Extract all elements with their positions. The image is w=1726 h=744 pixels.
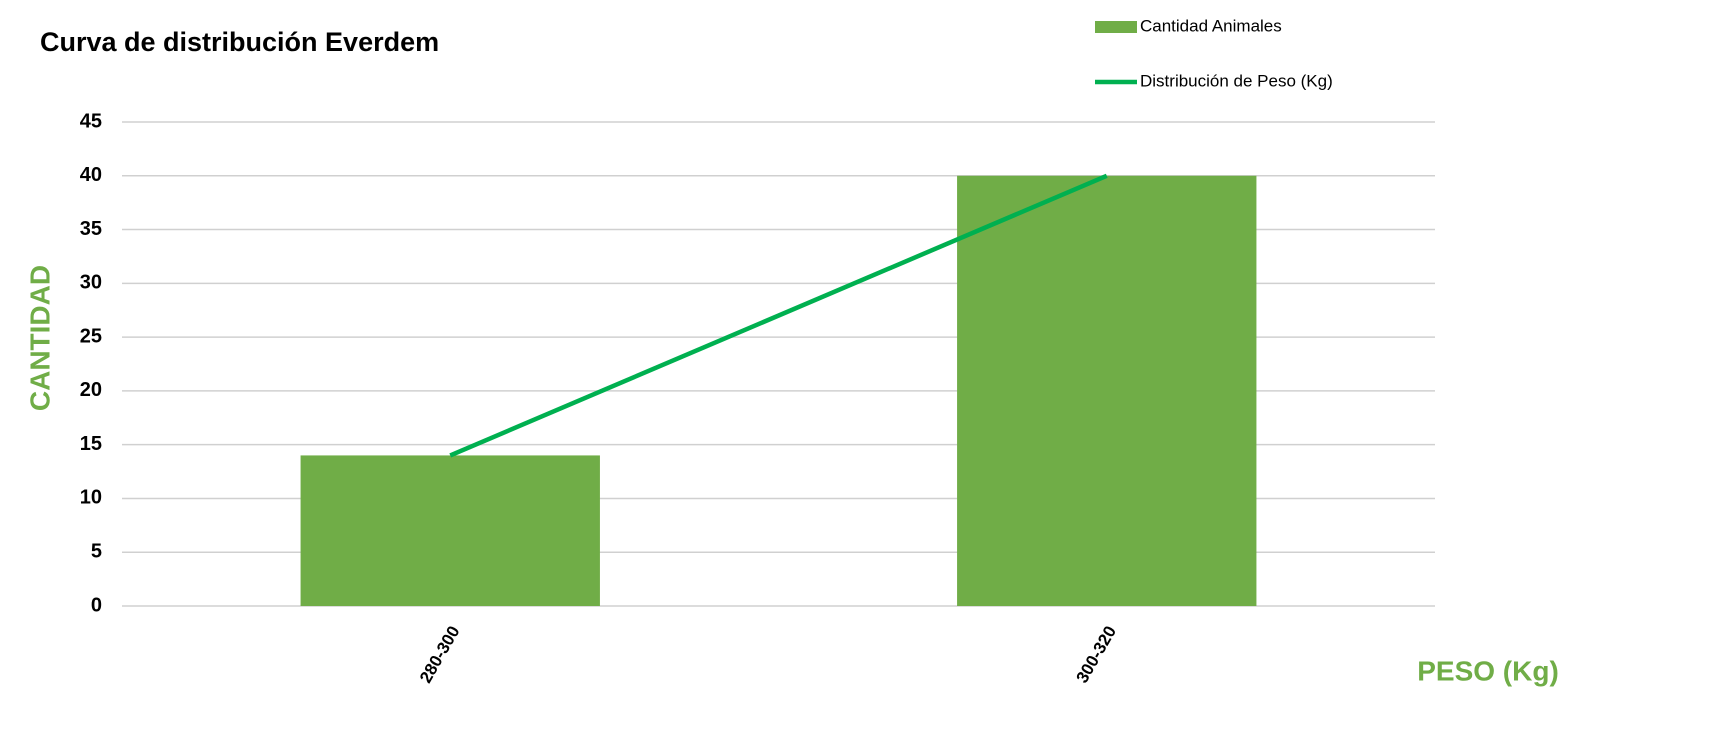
y-axis-label: CANTIDAD (24, 265, 55, 411)
line (449, 173, 1108, 458)
x-axis-label: PESO (Kg) (1417, 655, 1559, 686)
chart-title: Curva de distribución Everdem (40, 27, 439, 57)
x-tick-label: 280-300 (416, 623, 464, 687)
x-tick-label: 300-320 (1072, 623, 1120, 687)
legend-swatch (1095, 21, 1137, 33)
y-tick-label: 10 (80, 487, 102, 509)
y-tick-label: 45 (80, 110, 102, 132)
legend-label: Cantidad Animales (1140, 16, 1282, 35)
y-tick-label: 30 (80, 272, 102, 294)
bar (957, 175, 1257, 606)
y-tick-label: 15 (80, 433, 102, 455)
y-tick-label: 20 (80, 379, 102, 401)
bar (300, 455, 600, 606)
y-tick-label: 0 (91, 594, 102, 616)
y-tick-label: 25 (80, 325, 102, 347)
y-tick-label: 40 (80, 164, 102, 186)
y-tick-label: 5 (91, 541, 102, 563)
y-tick-label: 35 (80, 218, 102, 240)
legend-label: Distribución de Peso (Kg) (1140, 71, 1333, 90)
